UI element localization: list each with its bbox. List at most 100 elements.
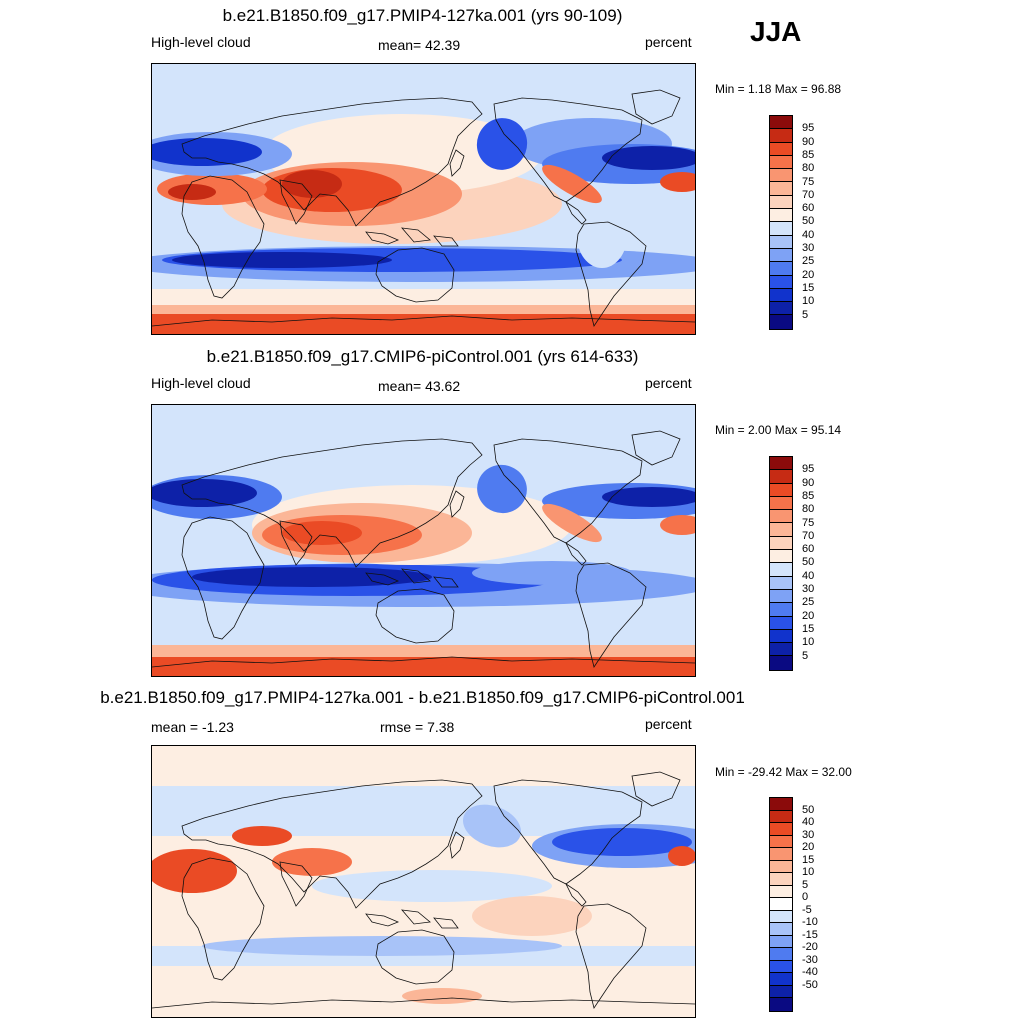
coastline	[575, 903, 647, 1009]
colorbar-segment	[770, 550, 792, 564]
field-blob	[272, 848, 352, 876]
colorbar-segment	[770, 643, 792, 657]
field-blob	[542, 503, 602, 543]
colorbar-segment	[770, 835, 792, 848]
coastline	[493, 438, 643, 544]
colorbar-segment	[770, 235, 792, 249]
field-blob	[168, 184, 216, 200]
coastline	[433, 917, 459, 929]
coastline	[181, 97, 483, 227]
coastline	[375, 247, 455, 303]
coastline	[564, 882, 587, 907]
colorbar-tick-label: 60	[802, 543, 815, 556]
coastline	[493, 779, 643, 885]
coastline	[152, 656, 695, 668]
colorbar-tick-label: 75	[802, 516, 815, 529]
panel-3-minmax: Min = -29.42 Max = 32.00	[715, 765, 852, 779]
field-blob	[668, 846, 695, 866]
colorbar-tick-label: 20	[802, 841, 815, 853]
colorbar-tick-label: 40	[802, 228, 815, 241]
panel-2-title: b.e21.B1850.f09_g17.CMIP6-piControl.001 …	[206, 347, 639, 366]
field-blob	[232, 826, 292, 846]
panel-1-title: b.e21.B1850.f09_g17.PMIP4-127ka.001 (yrs…	[222, 6, 623, 25]
coastline	[449, 490, 465, 518]
field-blob	[192, 567, 432, 587]
colorbar-tick-label: 90	[802, 135, 815, 148]
colorbar-tick-label: -30	[802, 953, 818, 966]
colorbar-tick-label: 30	[802, 583, 815, 595]
field-blob	[152, 479, 257, 507]
colorbar-segment	[770, 195, 792, 210]
coastline	[433, 576, 459, 588]
coastline	[152, 315, 695, 327]
coastline	[564, 200, 587, 225]
panel-2-map	[151, 404, 696, 677]
colorbar-tick-label: 25	[802, 596, 815, 609]
colorbar-segment	[770, 142, 792, 156]
field-blob	[202, 936, 562, 956]
colorbar-segment	[770, 169, 792, 183]
colorbar-segment	[770, 860, 792, 873]
panel-2-left-label: High-level cloud	[151, 375, 251, 391]
coastline	[401, 909, 431, 925]
colorbar-tick-label: 50	[802, 803, 815, 816]
coastline	[181, 175, 265, 299]
colorbar-segment	[770, 998, 792, 1011]
colorbar-segment	[770, 457, 792, 471]
coastline	[575, 562, 647, 668]
colorbar-tick-label: 5	[802, 308, 809, 321]
colorbar-tick-label: 10	[802, 866, 815, 878]
field-blob	[577, 204, 627, 268]
colorbar-tick-label: -40	[802, 966, 818, 978]
colorbar-segment	[770, 563, 792, 577]
colorbar-tick-label: 70	[802, 188, 815, 201]
colorbar-segment	[770, 923, 792, 936]
antarctic-band	[152, 657, 695, 676]
field-blob	[172, 252, 392, 268]
colorbar-segment	[770, 483, 792, 497]
coastline	[375, 588, 455, 644]
coastline	[181, 779, 483, 909]
coastline	[449, 831, 465, 859]
colorbar-tick-label: 95	[802, 463, 815, 476]
field-blob	[462, 804, 522, 848]
colorbar-segment	[770, 470, 792, 484]
coastline	[279, 861, 313, 907]
colorbar-segment	[770, 885, 792, 898]
southern-band	[152, 289, 695, 305]
panel-1-minmax: Min = 1.18 Max = 96.88	[715, 82, 842, 96]
panel-3-map	[151, 745, 696, 1018]
colorbar-tick-label: 5	[802, 649, 809, 662]
colorbar-segment	[770, 302, 792, 316]
colorbar-tick-label: 85	[802, 148, 815, 161]
coastline	[575, 221, 647, 327]
colorbar-tick-label: -5	[802, 903, 812, 916]
coastline	[181, 438, 483, 568]
panel-3-colorbar	[769, 797, 793, 1012]
panel-1-colorbar	[769, 115, 793, 330]
field-blob	[282, 170, 342, 198]
colorbar-tick-label: 40	[802, 816, 815, 828]
coastline	[401, 227, 431, 243]
colorbar-segment	[770, 209, 792, 223]
colorbar-segment	[770, 629, 792, 644]
colorbar-segment	[770, 116, 792, 130]
colorbar-segment	[770, 810, 792, 823]
colorbar-tick-label: 15	[802, 281, 815, 294]
field-blob	[476, 118, 528, 170]
colorbar-tick-label: 80	[802, 162, 815, 175]
colorbar-segment	[770, 935, 792, 948]
panel-2-minmax: Min = 2.00 Max = 95.14	[715, 423, 842, 437]
field-blob	[402, 988, 482, 1004]
panel-1-mean-label: mean= 42.39	[378, 37, 461, 53]
field-blob	[542, 164, 602, 204]
coastline	[493, 97, 643, 203]
panel-1-left-label: High-level cloud	[151, 34, 251, 50]
coastline	[433, 235, 459, 247]
colorbar-segment	[770, 262, 792, 276]
colorbar-tick-label: 15	[802, 622, 815, 635]
field-blob	[312, 870, 552, 902]
field-blob	[472, 561, 632, 585]
coastline	[365, 913, 400, 927]
colorbar-tick-label: 95	[802, 122, 815, 135]
